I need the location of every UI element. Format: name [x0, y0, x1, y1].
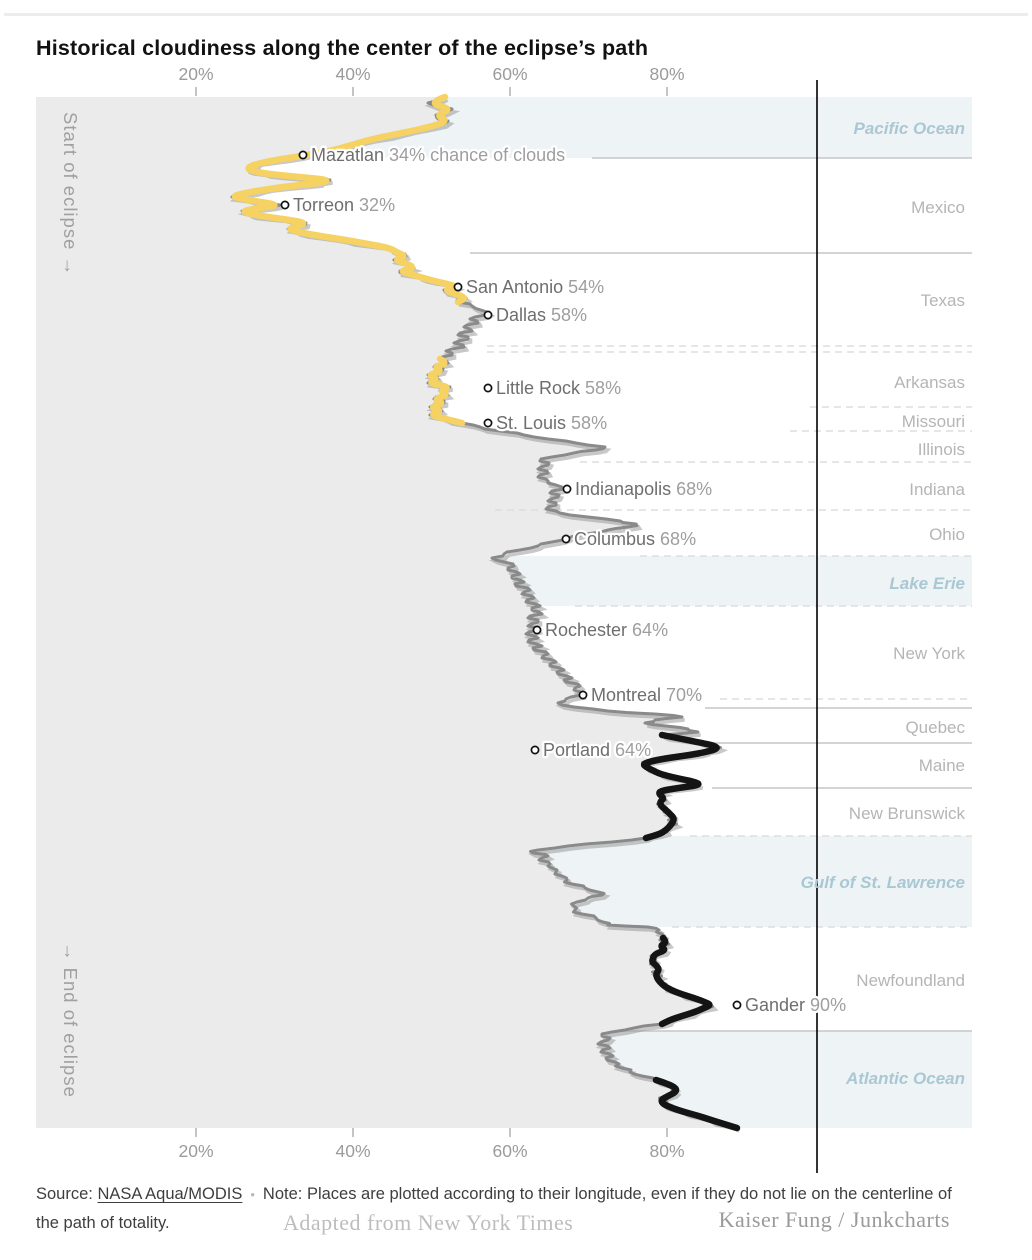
city-label-mazatlan: Mazatlan 34% chance of clouds [311, 145, 565, 165]
top-axis-label-80: 80% [649, 64, 684, 84]
top-rule [4, 13, 1028, 16]
region-label-missouri: Missouri [902, 412, 965, 431]
bottom-axis-label-80: 80% [649, 1141, 684, 1161]
black-highlight-0 [640, 731, 720, 842]
start-of-eclipse-label: Start of eclipse → [60, 112, 81, 276]
yellow-highlight-0 [231, 93, 467, 306]
region-label-texas: Texas [921, 291, 965, 310]
bottom-axis-label-20: 20% [178, 1141, 213, 1161]
yellow-highlight-1 [427, 355, 466, 427]
city-label-little-rock: Little Rock 58% [496, 378, 621, 398]
region-label-mexico: Mexico [911, 198, 965, 217]
city-label-gander: Gander 90% [745, 995, 846, 1015]
city-dot-gander [732, 1000, 742, 1010]
city-dot-little-rock [483, 383, 493, 393]
region-label-new-brunswick: New Brunswick [849, 804, 966, 823]
city-label-indianapolis: Indianapolis 68% [575, 479, 712, 499]
bottom-axis-label-60: 60% [492, 1141, 527, 1161]
note-text: Note: Places are plotted according to th… [36, 1185, 952, 1232]
top-axis-label-40: 40% [335, 64, 370, 84]
city-label-portland: Portland 64% [543, 740, 651, 760]
region-label-arkansas: Arkansas [894, 373, 965, 392]
bottom-axis-label-40: 40% [335, 1141, 370, 1161]
city-label-torreon: Torreon 32% [293, 195, 395, 215]
source-label: Source: [36, 1185, 98, 1203]
city-label-st-louis: St. Louis 58% [496, 413, 607, 433]
region-label-new-york: New York [893, 644, 965, 663]
region-label-maine: Maine [919, 756, 965, 775]
city-dot-torreon [280, 200, 290, 210]
city-dot-montreal [578, 690, 588, 700]
region-label-illinois: Illinois [918, 440, 965, 459]
city-label-columbus: Columbus 68% [574, 529, 696, 549]
credit-author: Kaiser Fung / Junkcharts [718, 1207, 950, 1232]
region-label-pacific-ocean: Pacific Ocean [853, 119, 965, 138]
end-of-eclipse-label: → End of eclipse [60, 942, 81, 1098]
region-label-quebec: Quebec [905, 718, 965, 737]
bullet-separator: • [250, 1187, 255, 1202]
city-label-rochester: Rochester 64% [545, 620, 668, 640]
city-label-san-antonio: San Antonio 54% [466, 277, 604, 297]
region-label-atlantic-ocean: Atlantic Ocean [845, 1069, 965, 1088]
region-label-gulf-of-st-lawrence: Gulf of St. Lawrence [801, 873, 965, 892]
cloudiness-area [36, 97, 737, 1128]
source-note: Source: NASA Aqua/MODIS • Note: Places are… [36, 1180, 962, 1238]
region-label-newfoundland: Newfoundland [856, 971, 965, 990]
region-label-indiana: Indiana [909, 480, 965, 499]
city-dot-indianapolis [562, 484, 572, 494]
source-link[interactable]: NASA Aqua/MODIS [97, 1185, 243, 1203]
black-highlight-2 [652, 1076, 741, 1132]
city-dot-columbus [561, 534, 571, 544]
city-dot-st-louis [483, 418, 493, 428]
city-dot-portland [530, 745, 540, 755]
city-dot-rochester [532, 625, 542, 635]
black-highlight-1 [649, 934, 713, 1028]
region-label-ohio: Ohio [929, 525, 965, 544]
top-axis-label-60: 60% [492, 64, 527, 84]
region-label-lake-erie: Lake Erie [889, 574, 965, 593]
top-axis-label-20: 20% [178, 64, 213, 84]
page-title: Historical cloudiness along the center o… [36, 36, 649, 61]
city-label-montreal: Montreal 70% [591, 685, 702, 705]
credit-adapted: Adapted from New York Times [283, 1210, 574, 1235]
city-dot-dallas [483, 310, 493, 320]
city-label-dallas: Dallas 58% [496, 305, 587, 325]
city-dot-mazatlan [298, 150, 308, 160]
city-dot-san-antonio [453, 282, 463, 292]
